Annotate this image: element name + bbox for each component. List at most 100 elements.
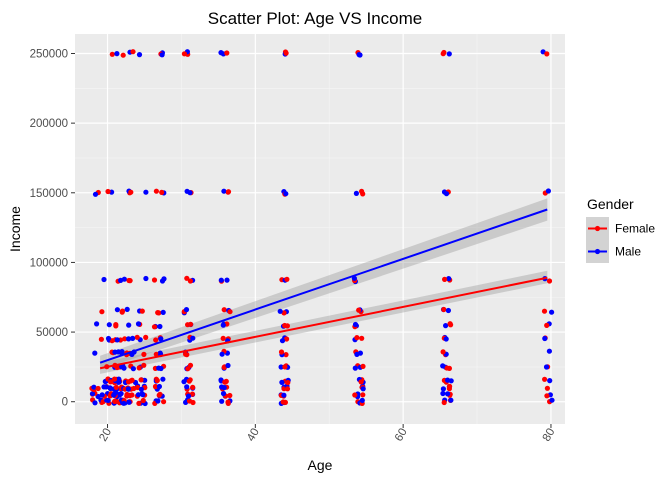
data-point [130,49,136,55]
chart-title: Scatter Plot: Age VS Income [208,9,423,28]
data-point [105,335,112,342]
data-point [359,188,365,194]
y-tick-label: 250000 [30,49,68,61]
data-point [181,51,187,57]
data-point [443,336,449,342]
data-point [447,321,453,327]
data-point [138,377,144,383]
trend-line [99,276,548,370]
y-tick-label: 150000 [30,188,68,200]
data-point [127,393,133,399]
data-point [125,386,131,392]
data-point [356,52,362,58]
data-point [140,392,146,398]
data-point [111,392,117,398]
data-point [443,323,449,329]
data-point [445,377,451,383]
data-point [225,189,232,195]
data-point [219,351,225,357]
data-point [128,189,134,195]
data-point [441,306,447,313]
data-point [283,50,289,56]
data-point [546,348,553,354]
data-point [224,50,230,56]
x-tick-label: 80 [541,427,558,444]
data-point [153,337,159,343]
data-point [221,307,227,313]
data-point [278,364,284,370]
data-point [119,308,126,314]
data-point [220,390,227,397]
data-point [440,390,446,397]
data-point [138,386,144,392]
data-point [284,336,290,342]
data-point [359,335,365,341]
data-point [113,322,119,328]
data-point [545,188,552,194]
data-point [114,307,120,313]
data-point [159,278,166,284]
data-point [120,52,126,58]
data-point [360,386,366,392]
data-point [549,309,555,315]
data-point [181,379,187,385]
data-point [544,51,550,57]
y-axis: 0 50000 100000 150000 200000 250000 [30,49,75,409]
data-point [158,365,164,372]
data-point [221,385,227,391]
data-point [185,366,191,372]
data-point [282,364,288,370]
y-tick-label: 50000 [36,327,68,339]
data-point [122,336,128,342]
data-point [279,338,286,344]
data-point [544,385,551,391]
y-tick-label: 0 [62,397,68,409]
data-point [126,322,132,328]
legend-key-point [594,225,601,232]
data-point [94,321,100,327]
y-tick-label: 200000 [30,118,68,130]
data-point [278,349,285,355]
data-point [159,189,165,195]
trend-lines [99,208,548,370]
data-point [190,384,196,390]
data-point [441,399,447,406]
data-point [282,322,288,329]
data-point [446,51,452,57]
data-point [221,188,227,194]
data-point [549,397,555,403]
data-point [118,391,124,397]
data-point [98,336,104,342]
data-point [546,278,553,284]
data-point [95,393,101,400]
data-point [227,392,233,399]
data-point [155,310,161,316]
data-point [445,307,451,314]
data-point [152,383,159,390]
data-point [107,385,113,391]
data-point [220,322,226,328]
data-point [547,378,553,384]
data-point [189,391,195,397]
data-point [543,364,550,370]
data-point [89,391,96,397]
data-point [440,363,446,369]
data-point [103,384,109,390]
data-point [186,378,192,384]
data-point [116,379,122,385]
data-point [121,365,127,371]
data-point [112,398,118,404]
data-point [446,365,452,371]
data-point [281,392,287,398]
data-point [114,337,120,343]
data-point [225,399,231,405]
data-point [143,189,149,195]
data-point [187,278,193,284]
x-tick-label: 60 [393,427,410,444]
confidence-band [100,198,548,370]
data-point [151,324,158,330]
data-point [224,277,230,283]
data-point [352,392,358,398]
data-point [159,52,165,58]
data-point [188,321,194,327]
